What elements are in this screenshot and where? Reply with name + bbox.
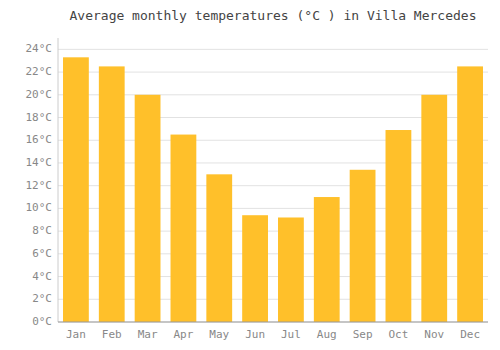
y-axis: 0°C 2°C 4°C 6°C 8°C 10°C 12°C 14°C 16°C 18°C 20°C 2… bbox=[26, 42, 489, 328]
bar bbox=[135, 95, 161, 322]
bar bbox=[206, 174, 232, 322]
y-axis-line bbox=[58, 38, 59, 322]
y-tick-label: 4°C bbox=[32, 270, 52, 283]
y-tick-label: 12°C bbox=[26, 179, 53, 192]
bar bbox=[421, 95, 447, 322]
bar bbox=[314, 197, 340, 322]
y-tick-label: 24°C bbox=[26, 42, 53, 55]
bar bbox=[171, 135, 197, 322]
x-tick-label: Jun bbox=[245, 328, 265, 341]
grid-line bbox=[58, 49, 488, 50]
title: Average monthly temperatures (°C ) in Vi… bbox=[70, 8, 477, 23]
bars bbox=[63, 57, 483, 322]
x-tick-label: Sep bbox=[353, 328, 373, 341]
x-tick-label: Aug bbox=[317, 328, 337, 341]
chart: Average monthly temperatures (°C ) in Vi… bbox=[0, 0, 500, 350]
bar bbox=[457, 66, 483, 322]
x-tick-label: Jan bbox=[66, 328, 86, 341]
x-tick-label: May bbox=[209, 328, 229, 341]
grid-line bbox=[58, 322, 488, 323]
y-tick-label: 10°C bbox=[26, 201, 53, 214]
bar bbox=[278, 217, 304, 322]
bar bbox=[99, 66, 125, 322]
y-tick-label: 6°C bbox=[32, 247, 52, 260]
y-tick-label: 22°C bbox=[26, 65, 53, 78]
bar bbox=[242, 215, 268, 322]
bar bbox=[350, 170, 376, 322]
y-tick-label: 20°C bbox=[26, 88, 53, 101]
x-tick-label: Nov bbox=[424, 328, 444, 341]
y-tick-label: 0°C bbox=[32, 315, 52, 328]
y-tick-label: 18°C bbox=[26, 111, 53, 124]
x-axis-line bbox=[58, 322, 488, 323]
x-tick-label: Mar bbox=[138, 328, 158, 341]
y-tick-label: 16°C bbox=[26, 133, 53, 146]
x-tick-label: Apr bbox=[173, 328, 193, 341]
page: {"chart_data": {"type": "bar", "title": … bbox=[0, 0, 500, 350]
y-tick-label: 14°C bbox=[26, 156, 53, 169]
x-tick-label: Oct bbox=[388, 328, 408, 341]
x-tick-label: Feb bbox=[102, 328, 122, 341]
x-tick-label: Dec bbox=[460, 328, 480, 341]
y-tick-label: 2°C bbox=[32, 292, 52, 305]
bar bbox=[386, 130, 412, 322]
x-tick-label: Jul bbox=[281, 328, 301, 341]
y-tick-label: 8°C bbox=[32, 224, 52, 237]
x-axis: Jan Feb Mar Apr May Jun Jul Aug Sep Oct Nov Dec bbox=[66, 328, 480, 341]
bar bbox=[63, 57, 89, 322]
